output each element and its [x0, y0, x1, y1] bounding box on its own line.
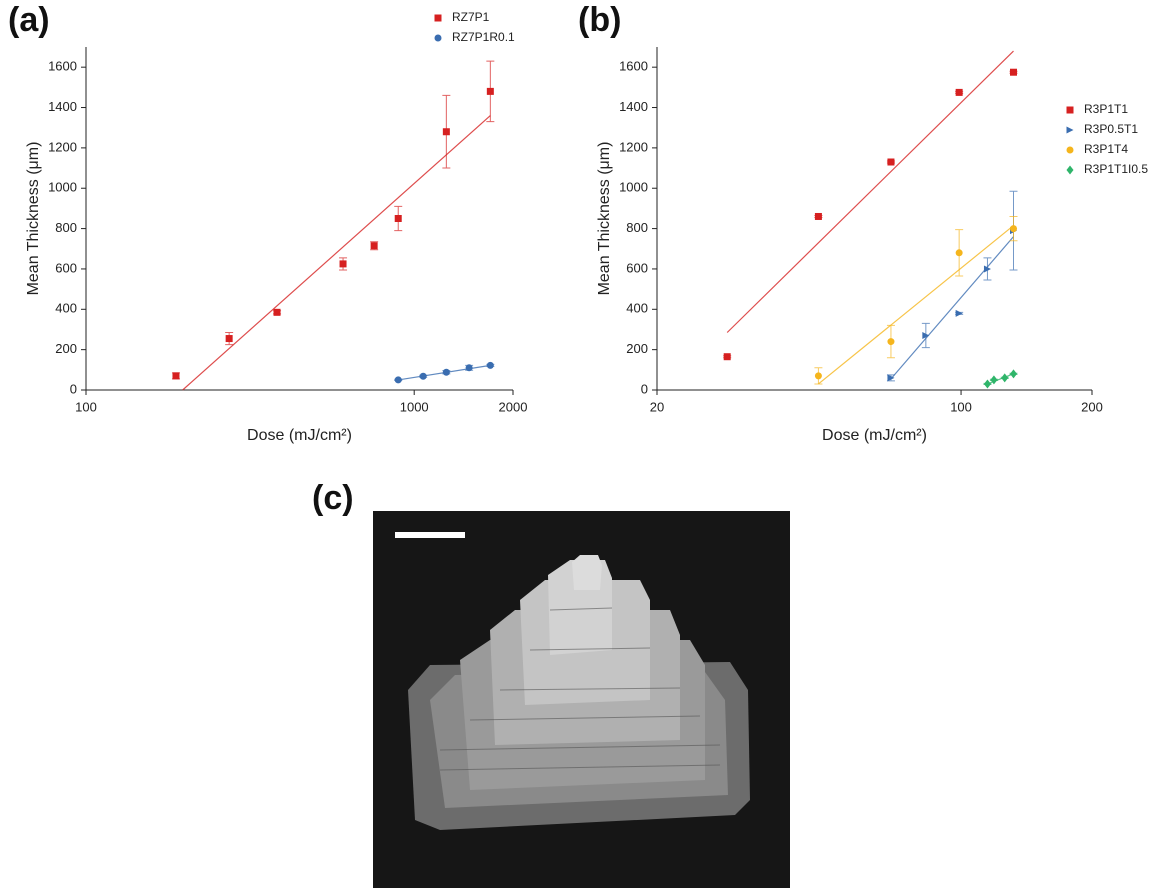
point: [370, 242, 378, 250]
fit-line: [182, 115, 491, 391]
point: [273, 308, 281, 316]
point: [486, 87, 494, 95]
y-tick-label: 1200: [619, 139, 648, 154]
point: [394, 376, 402, 384]
y-axis-title: Mean Thickness (μm): [596, 142, 613, 296]
legend-label: RZ7P1R0.1: [452, 30, 515, 44]
panel-label: (a): [8, 1, 50, 39]
point: [486, 361, 494, 369]
y-tick-label: 600: [55, 260, 77, 275]
y-tick-label: 200: [55, 341, 77, 356]
legend-label: R3P1T4: [1084, 142, 1128, 156]
y-tick-label: 400: [55, 301, 77, 316]
x-axis-title: Dose (mJ/cm²): [822, 427, 927, 444]
legend-marker: [1066, 146, 1074, 154]
point: [1010, 225, 1018, 233]
fit-line: [726, 50, 1014, 333]
point: [955, 249, 963, 257]
point: [887, 158, 895, 166]
point: [990, 375, 998, 385]
legend-label: R3P1T1: [1084, 102, 1128, 116]
y-tick-label: 1600: [48, 59, 77, 74]
x-tick-label: 2000: [499, 399, 528, 414]
point: [442, 128, 450, 136]
point: [887, 374, 895, 382]
point: [394, 215, 402, 222]
legend-label: R3P0.5T1: [1084, 122, 1138, 136]
x-tick-label: 100: [75, 399, 97, 414]
point: [922, 332, 930, 340]
legend-marker: [1066, 106, 1074, 114]
point: [814, 212, 822, 220]
point: [814, 372, 822, 380]
x-tick-label: 20: [650, 399, 664, 414]
point: [419, 372, 427, 380]
y-tick-label: 1600: [619, 59, 648, 74]
legend-marker: [434, 14, 442, 22]
legend-marker: [1066, 126, 1074, 134]
panel-label: (c): [312, 479, 354, 517]
y-tick-label: 1000: [48, 180, 77, 195]
y-tick-label: 1400: [48, 99, 77, 114]
x-tick-label: 1000: [400, 399, 429, 414]
x-tick-label: 100: [950, 399, 972, 414]
point: [887, 338, 895, 346]
panel-label: (b): [578, 1, 621, 39]
y-tick-label: 1000: [619, 180, 648, 195]
x-axis-title: Dose (mJ/cm²): [247, 427, 352, 444]
point: [955, 309, 963, 317]
y-tick-label: 800: [626, 220, 648, 235]
y-tick-label: 0: [70, 381, 77, 396]
y-tick-label: 1200: [48, 139, 77, 154]
point: [983, 265, 991, 273]
point: [955, 88, 963, 96]
y-tick-label: 200: [626, 341, 648, 356]
fit-line: [987, 373, 1014, 385]
point: [465, 364, 473, 372]
point: [1010, 68, 1018, 76]
y-tick-label: 0: [641, 381, 648, 396]
y-axis-title: Mean Thickness (μm): [25, 142, 42, 296]
point: [442, 368, 450, 376]
point: [983, 379, 991, 389]
point: [1001, 373, 1009, 383]
y-tick-label: 800: [55, 220, 77, 235]
fit-line: [818, 225, 1014, 385]
fit-line: [890, 236, 1014, 380]
legend-marker: [1066, 165, 1074, 175]
y-tick-label: 600: [626, 260, 648, 275]
x-tick-label: 200: [1081, 399, 1103, 414]
y-tick-label: 400: [626, 301, 648, 316]
point: [225, 335, 233, 343]
legend-marker: [434, 34, 442, 42]
y-tick-label: 1400: [619, 99, 648, 114]
photo: [373, 511, 790, 888]
point: [1010, 369, 1018, 379]
legend-label: R3P1T1I0.5: [1084, 162, 1148, 176]
point: [339, 260, 347, 268]
legend-label: RZ7P1: [452, 10, 490, 24]
point: [172, 372, 180, 380]
point: [723, 353, 731, 361]
